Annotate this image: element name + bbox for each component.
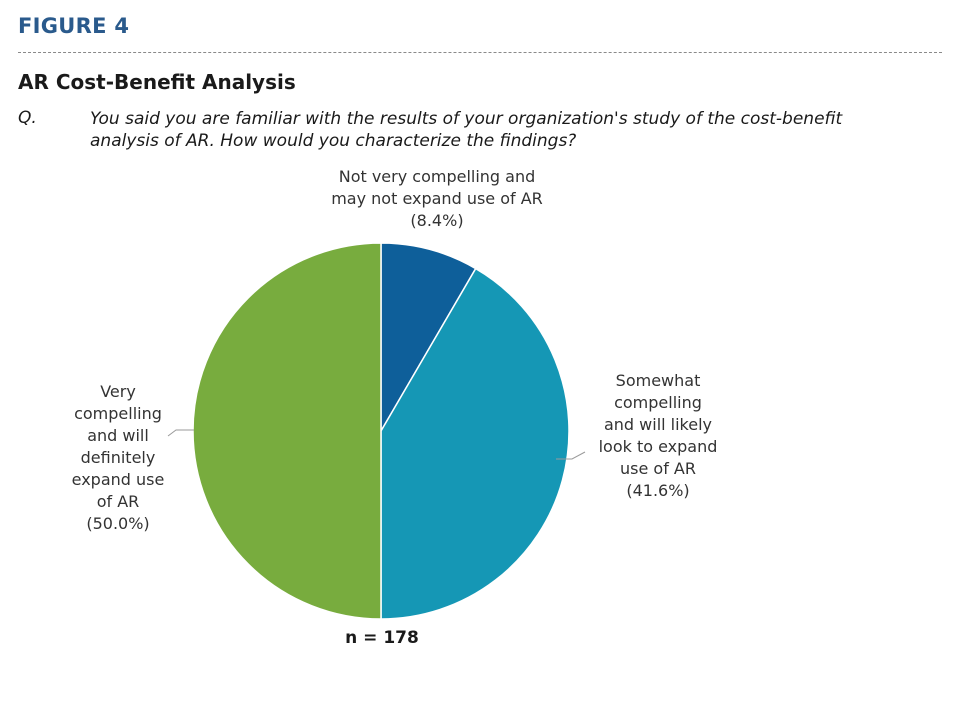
pie-slice-not-very-compelling — [380, 242, 477, 434]
slice-label-line: Somewhat — [615, 371, 701, 390]
question-line-2: analysis of AR. How would you characteri… — [90, 131, 577, 151]
dashed-divider — [18, 52, 942, 53]
slice-label-value: (8.4%) — [410, 211, 464, 230]
question-text: You said you are familiar with the resul… — [90, 108, 920, 152]
figure-label: FIGURE 4 — [18, 14, 130, 38]
slice-label-line: Very — [100, 382, 136, 401]
slice-label-line: compelling — [614, 393, 702, 412]
slice-label-value: (50.0%) — [86, 514, 150, 533]
slice-label-line: Not very compelling and — [338, 167, 536, 186]
leader-line-very-compelling — [167, 429, 194, 437]
question-line-1: You said you are familiar with the resul… — [90, 109, 843, 129]
slice-label-line: and will likely — [603, 415, 713, 434]
sample-size: n = 178 — [345, 628, 419, 648]
pie-slice-very-compelling — [192, 242, 382, 620]
slice-label-line: use of AR — [620, 459, 696, 478]
question-marker: Q. — [18, 108, 37, 128]
chart-title: AR Cost-Benefit Analysis — [18, 70, 296, 94]
slice-label-line: compelling — [74, 404, 162, 423]
slice-label-line: definitely — [80, 448, 156, 467]
slice-label-line: of AR — [96, 492, 140, 511]
slice-label-somewhat-compelling: Somewhat compelling and will likely look… — [588, 370, 728, 502]
slice-label-line: and will — [87, 426, 149, 445]
leader-line-somewhat-compelling — [556, 451, 586, 460]
leader-lines — [167, 429, 586, 460]
pie-slice-somewhat-compelling — [380, 267, 570, 620]
slice-label-value: (41.6%) — [626, 481, 690, 500]
slice-label-line: expand use — [71, 470, 165, 489]
slice-label-line: look to expand — [598, 437, 718, 456]
slice-label-very-compelling: Very compelling and will definitely expa… — [58, 381, 178, 535]
slice-label-line: may not expand use of AR — [331, 189, 543, 208]
pie-slices — [192, 242, 570, 620]
slice-label-not-very-compelling: Not very compelling and may not expand u… — [322, 166, 552, 232]
